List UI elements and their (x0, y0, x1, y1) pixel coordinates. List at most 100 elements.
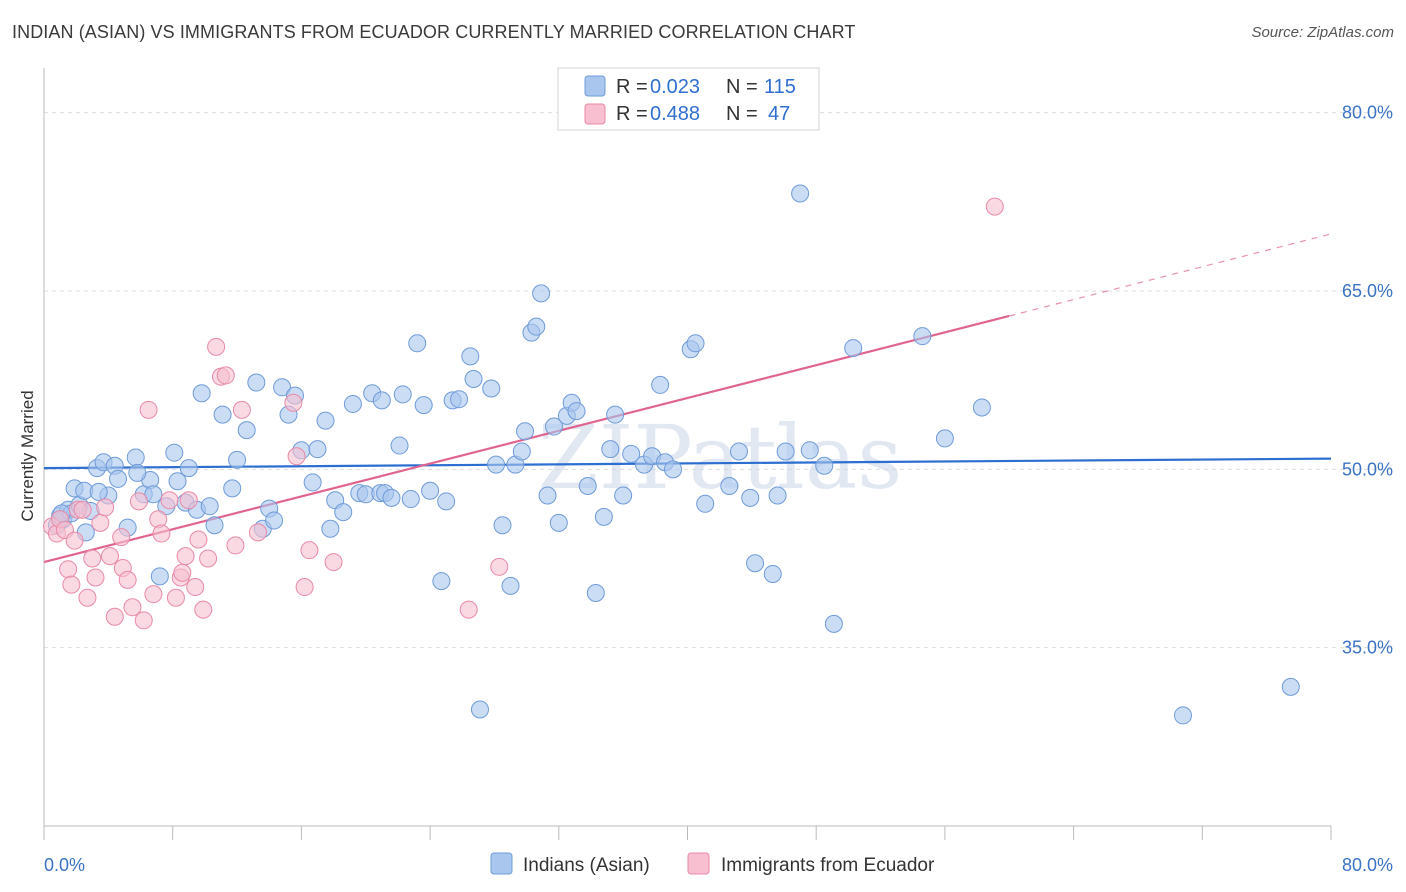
point-indian-70 (493, 516, 512, 535)
point-ecuador-41 (248, 523, 267, 542)
point-indian-66 (464, 369, 483, 388)
point-indian-59 (414, 396, 433, 415)
point-indian-99 (720, 476, 739, 495)
legend-swatch-blue (584, 75, 606, 97)
point-ecuador-46 (324, 553, 343, 572)
point-ecuador-48 (490, 557, 509, 576)
point-ecuador-26 (160, 491, 179, 510)
point-indian-56 (393, 385, 412, 404)
point-ecuador-13 (96, 498, 115, 517)
point-indian-77 (532, 284, 551, 303)
point-indian-102 (746, 554, 765, 573)
point-ecuador-22 (139, 400, 158, 419)
legend-n-value-2: 47 (768, 103, 790, 125)
point-indian-68 (482, 379, 501, 398)
point-indian-88 (606, 405, 625, 424)
point-indian-93 (651, 375, 670, 394)
point-indian-107 (800, 441, 819, 460)
point-indian-106 (791, 184, 810, 203)
x-tick-label-1: 80.0% (1342, 855, 1393, 875)
bottom-legend-label-2: Immigrants from Ecuador (721, 855, 935, 876)
point-ecuador-40 (232, 400, 251, 419)
point-indian-34 (247, 373, 266, 392)
point-indian-48 (343, 394, 362, 413)
point-ecuador-29 (173, 563, 192, 582)
point-indian-19 (144, 485, 163, 504)
point-ecuador-32 (186, 578, 205, 597)
point-indian-118 (128, 463, 147, 482)
point-indian-69 (487, 455, 506, 474)
legend: R = 0.023 N = 115 R = 0.488 N = 47 (557, 67, 820, 131)
point-indian-25 (168, 472, 187, 491)
point-indian-60 (421, 481, 440, 500)
point-ecuador-43 (287, 447, 306, 466)
point-indian-105 (776, 442, 795, 461)
point-indian-61 (432, 572, 451, 591)
point-indian-84 (578, 476, 597, 495)
point-indian-89 (614, 486, 633, 505)
point-indian-119 (372, 391, 391, 410)
point-indian-16 (126, 448, 145, 467)
point-indian-98 (696, 494, 715, 513)
point-indian-108 (815, 456, 834, 475)
point-indian-100 (729, 442, 748, 461)
x-tick-label-0: 0.0% (44, 855, 85, 875)
point-indian-47 (334, 503, 353, 522)
point-indian-67 (470, 700, 489, 719)
point-ecuador-30 (176, 547, 195, 566)
point-ecuador-23 (144, 585, 163, 604)
chart-title: INDIAN (ASIAN) VS IMMIGRANTS FROM ECUADO… (12, 22, 856, 42)
source-credit: Source: ZipAtlas.com (1251, 24, 1394, 41)
point-indian-43 (308, 440, 327, 459)
legend-r-label-1: R = (616, 76, 648, 98)
point-indian-115 (1281, 677, 1300, 696)
point-ecuador-31 (179, 491, 198, 510)
x-tick-labels: 0.0% 80.0% (44, 855, 1393, 875)
point-indian-29 (205, 516, 224, 535)
point-ecuador-15 (105, 607, 124, 626)
bottom-legend-label-1: Indians (Asian) (523, 855, 650, 876)
point-ecuador-25 (152, 524, 171, 543)
point-indian-30 (213, 405, 232, 424)
axes (43, 68, 1332, 840)
point-indian-14 (109, 469, 128, 488)
point-indian-62 (437, 492, 456, 511)
point-ecuador-27 (166, 588, 185, 607)
point-ecuador-12 (91, 513, 110, 532)
point-indian-28 (200, 497, 219, 516)
point-indian-90 (622, 444, 641, 463)
point-indian-73 (512, 442, 531, 461)
data-points (43, 184, 1300, 725)
point-ecuador-49 (985, 197, 1004, 216)
point-indian-113 (972, 398, 991, 417)
point-indian-37 (265, 511, 284, 530)
bottom-legend-swatch-pink (687, 852, 710, 875)
y-tick-label-1: 50.0% (1342, 459, 1393, 479)
point-ecuador-39 (226, 536, 245, 555)
point-indian-23 (179, 459, 198, 478)
point-indian-64 (450, 390, 469, 409)
point-indian-58 (408, 334, 427, 353)
trend-line-indian (43, 457, 1332, 470)
y-tick-label-3: 80.0% (1342, 103, 1393, 123)
point-indian-42 (303, 473, 322, 492)
point-indian-74 (516, 422, 535, 441)
point-indian-86 (594, 507, 613, 526)
point-indian-22 (165, 443, 184, 462)
trend-lines (43, 233, 1332, 564)
point-indian-101 (741, 488, 760, 507)
point-indian-79 (544, 417, 563, 436)
point-indian-57 (401, 490, 420, 509)
point-indian-80 (549, 513, 568, 532)
point-ecuador-35 (199, 549, 218, 568)
point-ecuador-6 (65, 531, 84, 550)
point-indian-95 (664, 460, 683, 479)
point-indian-109 (824, 614, 843, 633)
point-ecuador-20 (129, 492, 148, 511)
point-indian-55 (390, 436, 409, 455)
legend-n-value-1: 115 (764, 76, 796, 98)
watermark: ZIPatlas (538, 406, 903, 509)
point-ecuador-38 (216, 366, 235, 385)
gridlines (44, 112, 1392, 649)
point-ecuador-8 (73, 500, 92, 519)
